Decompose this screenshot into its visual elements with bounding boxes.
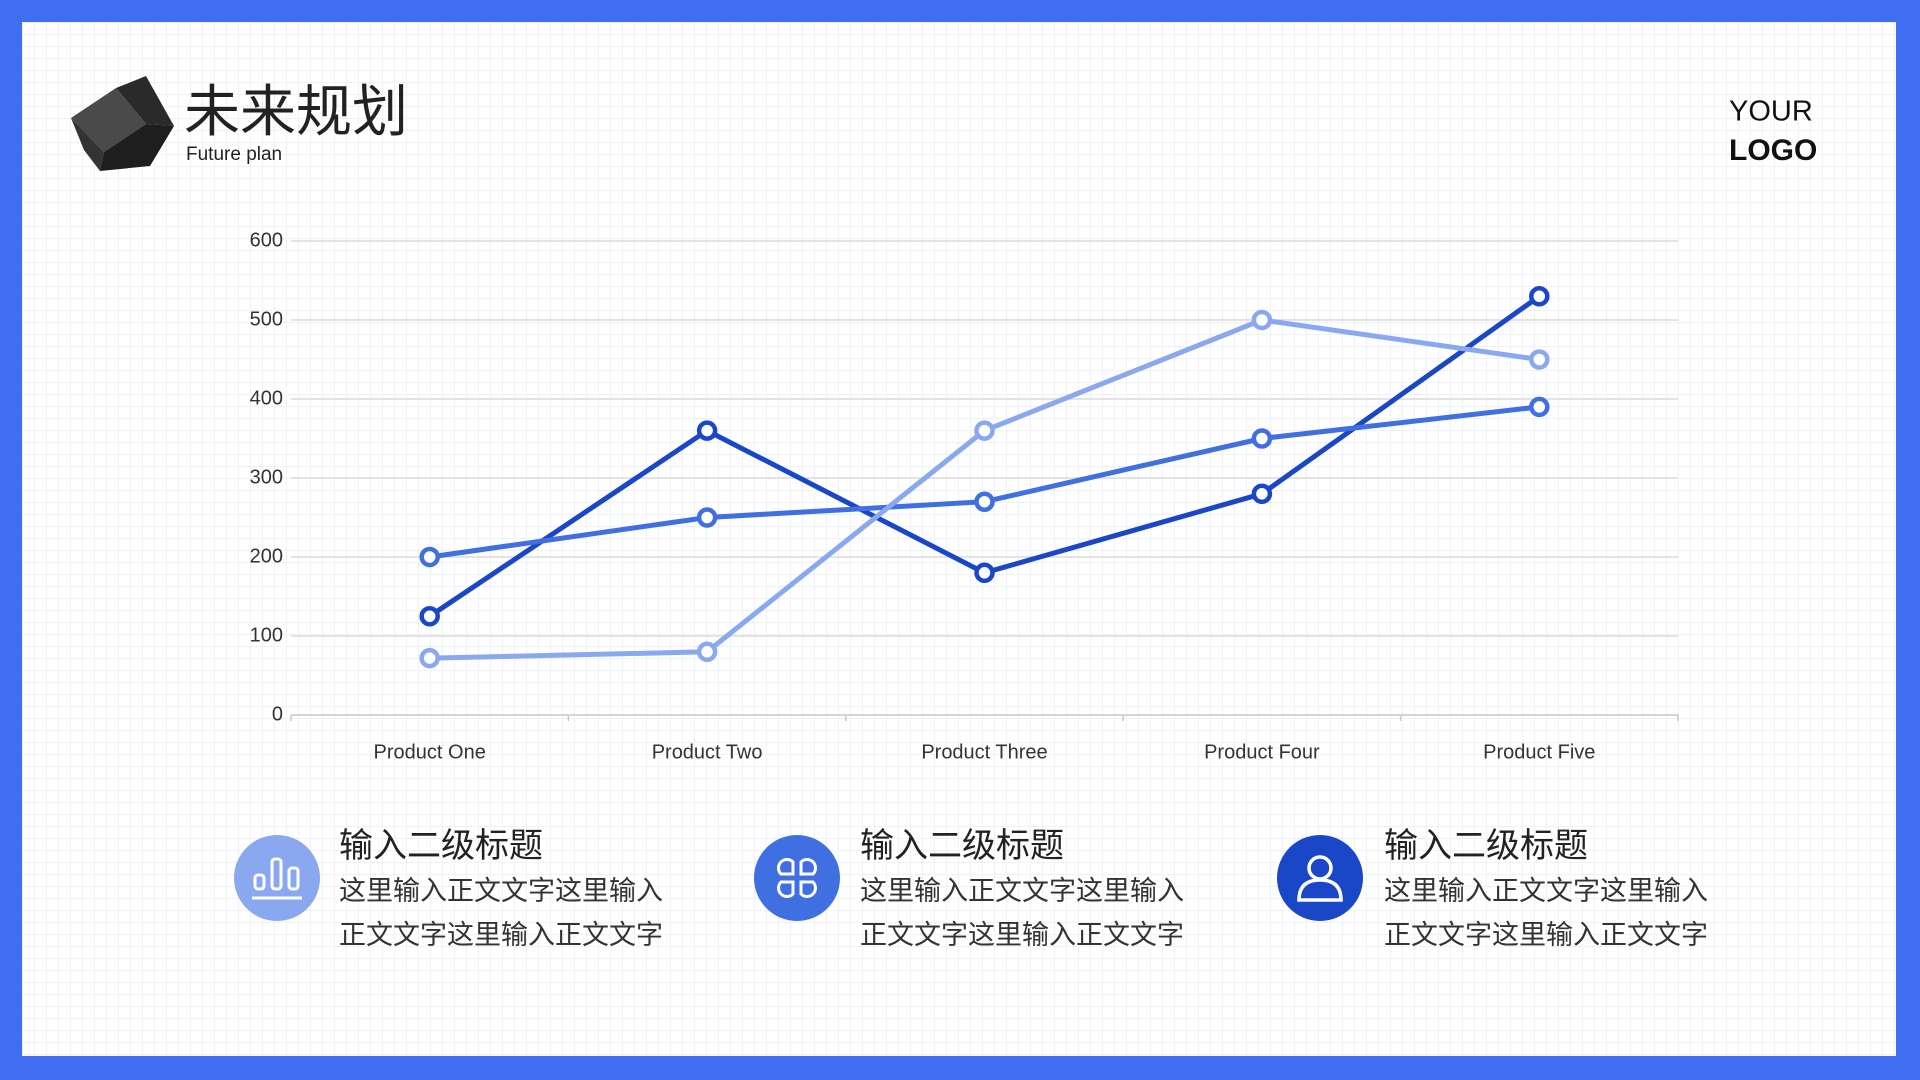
logo-line: LOGO — [1729, 134, 1817, 167]
data-point — [1251, 428, 1273, 449]
data-point — [974, 491, 995, 512]
logo-line: YOUR — [1729, 96, 1813, 128]
x-tick-label: Product Three — [921, 741, 1047, 763]
feature-text: 正文文字这里输入正文文字 — [339, 920, 663, 950]
x-tick-label: Product Two — [652, 741, 763, 763]
feature-text: 正文文字这里输入正文文字 — [1384, 920, 1708, 950]
data-point — [1251, 309, 1273, 331]
feature-text: 这里输入正文文字这里输入 — [339, 876, 663, 906]
data-point — [1529, 349, 1550, 370]
y-tick-label: 600 — [250, 229, 283, 251]
data-point — [696, 507, 718, 528]
feature-text: 这里输入正文文字这里输入 — [1384, 876, 1708, 906]
y-tick-label: 0 — [272, 703, 283, 725]
slide — [22, 22, 1896, 1056]
feature-heading: 输入二级标题 — [339, 827, 543, 865]
subtitle: Future plan — [186, 144, 282, 165]
data-point — [974, 420, 995, 441]
feature-text: 这里输入正文文字这里输入 — [860, 876, 1184, 906]
cube-icon — [71, 76, 174, 171]
feature-text: 正文文字这里输入正文文字 — [860, 920, 1184, 950]
series-line — [429, 317, 1540, 661]
y-tick-label: 100 — [250, 624, 283, 646]
y-tick-label: 300 — [250, 466, 283, 488]
feature-icon — [1277, 835, 1363, 921]
feature-icon — [234, 835, 320, 921]
feature-heading: 输入二级标题 — [860, 827, 1064, 865]
data-point — [696, 641, 718, 663]
data-point — [1529, 286, 1550, 307]
feature-heading: 输入二级标题 — [1384, 827, 1588, 865]
data-point — [419, 546, 440, 568]
x-tick-label: Product Four — [1204, 741, 1320, 763]
data-point — [974, 562, 995, 584]
title: 未来规划 — [184, 80, 408, 143]
data-point — [696, 420, 718, 441]
feature-icon — [754, 835, 840, 921]
data-point — [419, 606, 440, 627]
x-tick-label: Product One — [374, 741, 486, 763]
data-point — [1251, 483, 1273, 505]
y-tick-label: 400 — [250, 387, 283, 409]
data-point — [419, 647, 440, 669]
x-tick-label: Product Five — [1483, 741, 1595, 763]
y-tick-label: 500 — [250, 308, 283, 330]
y-tick-label: 200 — [250, 545, 283, 567]
data-point — [1529, 396, 1550, 418]
